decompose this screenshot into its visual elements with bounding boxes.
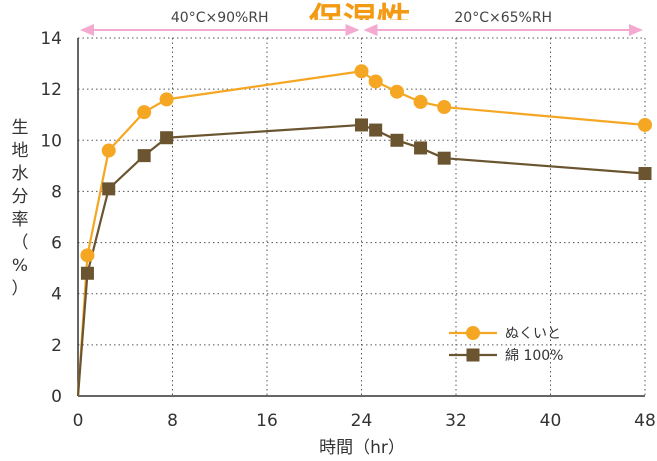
legend-label: ぬくいと bbox=[505, 326, 561, 342]
condition-label-bg bbox=[443, 8, 564, 26]
x-tick-label: 16 bbox=[256, 411, 278, 431]
data-point-square bbox=[160, 131, 174, 145]
legend-marker-circle bbox=[466, 326, 480, 340]
x-tick-label: 32 bbox=[445, 411, 467, 431]
data-point-circle bbox=[354, 64, 369, 79]
data-point-circle bbox=[368, 74, 383, 89]
data-point-square bbox=[102, 182, 116, 196]
data-point-square bbox=[414, 141, 428, 155]
x-tick-label: 24 bbox=[351, 411, 373, 431]
x-tick-label: 48 bbox=[634, 411, 656, 431]
condition-arrowhead-left bbox=[363, 24, 378, 36]
x-axis-title: 時間（hr） bbox=[319, 438, 405, 457]
y-tick-label: 12 bbox=[40, 80, 62, 100]
data-point-circle bbox=[389, 84, 404, 99]
y-tick-label: 6 bbox=[51, 234, 62, 254]
data-point-square bbox=[638, 167, 652, 181]
data-point-square bbox=[80, 266, 94, 280]
data-point-square bbox=[137, 149, 151, 163]
data-point-circle bbox=[437, 100, 452, 115]
condition-arrowhead-right bbox=[629, 24, 643, 36]
data-point-circle bbox=[137, 105, 152, 120]
x-tick-label: 0 bbox=[73, 411, 84, 431]
data-point-square bbox=[437, 151, 451, 165]
data-point-circle bbox=[413, 94, 428, 109]
y-tick-label: 14 bbox=[40, 29, 62, 49]
y-tick-label: 8 bbox=[51, 182, 62, 202]
data-point-circle bbox=[638, 117, 652, 132]
y-tick-label: 2 bbox=[51, 336, 62, 356]
data-point-circle bbox=[101, 143, 116, 158]
y-tick-label: 10 bbox=[40, 131, 62, 151]
x-tick-label: 8 bbox=[167, 411, 178, 431]
data-point-circle bbox=[80, 248, 95, 263]
data-point-square bbox=[355, 118, 368, 132]
condition-label: 20°C×65%RH bbox=[454, 10, 552, 26]
legend-label: 綿 100% bbox=[505, 348, 563, 364]
y-tick-label: 0 bbox=[51, 387, 62, 407]
condition-arrowhead-right bbox=[345, 24, 360, 36]
y-tick-label: 4 bbox=[51, 285, 62, 305]
data-point-square bbox=[369, 123, 383, 137]
x-tick-label: 40 bbox=[540, 411, 562, 431]
condition-label: 40°C×90%RH bbox=[171, 10, 269, 26]
y-axis-title: 生地水分率（%） bbox=[12, 118, 29, 299]
condition-label-bg bbox=[159, 8, 280, 26]
chart-title: 保湿性 bbox=[309, 1, 411, 41]
condition-arrowhead-left bbox=[80, 24, 94, 36]
data-point-square bbox=[390, 133, 404, 147]
data-point-circle bbox=[159, 92, 174, 107]
legend-marker-square bbox=[466, 348, 480, 362]
